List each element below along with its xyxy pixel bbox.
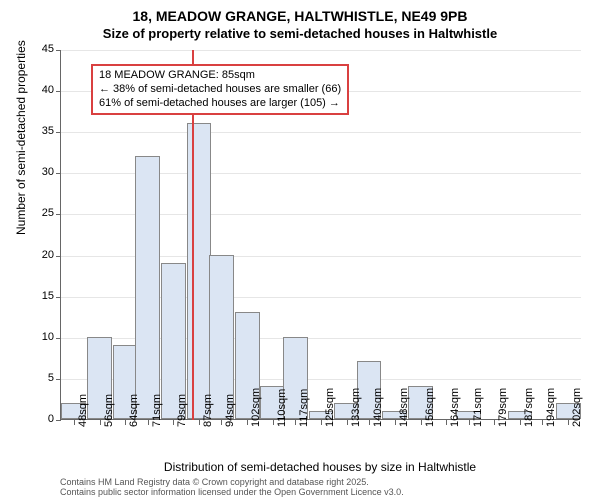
xtick-label: 125sqm [324,388,336,427]
xtick-label: 156sqm [424,388,436,427]
annotation-box: 18 MEADOW GRANGE: 85sqm ← 38% of semi-de… [91,64,349,115]
xtick-mark [295,420,296,425]
chart-subtitle: Size of property relative to semi-detach… [0,26,600,41]
xtick-mark [199,420,200,425]
ytick-label: 5 [24,372,54,384]
attribution-line2: Contains public sector information licen… [60,488,404,498]
xtick-mark [369,420,370,425]
xtick-mark [494,420,495,425]
ytick-mark [56,297,61,298]
xtick-mark [125,420,126,425]
ytick-mark [56,132,61,133]
attribution: Contains HM Land Registry data © Crown c… [60,478,404,498]
xtick-label: 171sqm [472,388,484,427]
ytick-label: 40 [24,84,54,96]
annotation-line3: 61% of semi-detached houses are larger (… [99,97,341,111]
xtick-mark [347,420,348,425]
xtick-label: 202sqm [571,388,583,427]
xtick-label: 117sqm [298,389,310,427]
xtick-mark [273,420,274,425]
xtick-mark [247,420,248,425]
x-axis-label: Distribution of semi-detached houses by … [60,460,580,474]
xtick-mark [446,420,447,425]
ytick-label: 15 [24,290,54,302]
xtick-mark [173,420,174,425]
ytick-label: 45 [24,43,54,55]
xtick-label: 194sqm [545,388,557,427]
xtick-mark [469,420,470,425]
ytick-mark [56,256,61,257]
xtick-label: 133sqm [350,388,362,427]
ytick-mark [56,338,61,339]
xtick-mark [321,420,322,425]
xtick-label: 148sqm [398,388,410,427]
histogram-bar [187,123,212,419]
xtick-label: 48sqm [77,394,89,427]
xtick-mark [100,420,101,425]
xtick-label: 56sqm [103,394,115,427]
xtick-label: 187sqm [523,388,535,427]
xtick-label: 87sqm [202,394,214,427]
plot-area: 18 MEADOW GRANGE: 85sqm ← 38% of semi-de… [60,50,580,420]
annotation-line2: ← 38% of semi-detached houses are smalle… [99,83,341,97]
histogram-bar [135,156,160,419]
property-size-histogram: 18, MEADOW GRANGE, HALTWHISTLE, NE49 9PB… [0,0,600,500]
xtick-mark [74,420,75,425]
ytick-mark [56,420,61,421]
xtick-mark [148,420,149,425]
ytick-label: 25 [24,207,54,219]
xtick-mark [542,420,543,425]
xtick-mark [520,420,521,425]
xtick-label: 140sqm [372,388,384,427]
gridline [61,50,581,51]
xtick-label: 110sqm [276,389,288,427]
xtick-label: 71sqm [151,394,163,427]
ytick-label: 30 [24,166,54,178]
ytick-label: 10 [24,331,54,343]
xtick-mark [221,420,222,425]
xtick-label: 102sqm [250,388,262,427]
ytick-mark [56,214,61,215]
xtick-label: 164sqm [449,388,461,427]
ytick-mark [56,379,61,380]
y-axis-label: Number of semi-detached properties [14,40,28,235]
ytick-mark [56,50,61,51]
gridline [61,132,581,133]
annotation-line1: 18 MEADOW GRANGE: 85sqm [99,69,341,83]
xtick-mark [395,420,396,425]
xtick-label: 94sqm [224,394,236,427]
xtick-label: 79sqm [176,394,188,427]
xtick-label: 179sqm [497,388,509,427]
xtick-mark [421,420,422,425]
ytick-label: 20 [24,249,54,261]
chart-title: 18, MEADOW GRANGE, HALTWHISTLE, NE49 9PB [0,8,600,24]
ytick-mark [56,91,61,92]
ytick-label: 35 [24,125,54,137]
xtick-mark [568,420,569,425]
xtick-label: 64sqm [128,394,140,427]
ytick-label: 0 [24,413,54,425]
ytick-mark [56,173,61,174]
